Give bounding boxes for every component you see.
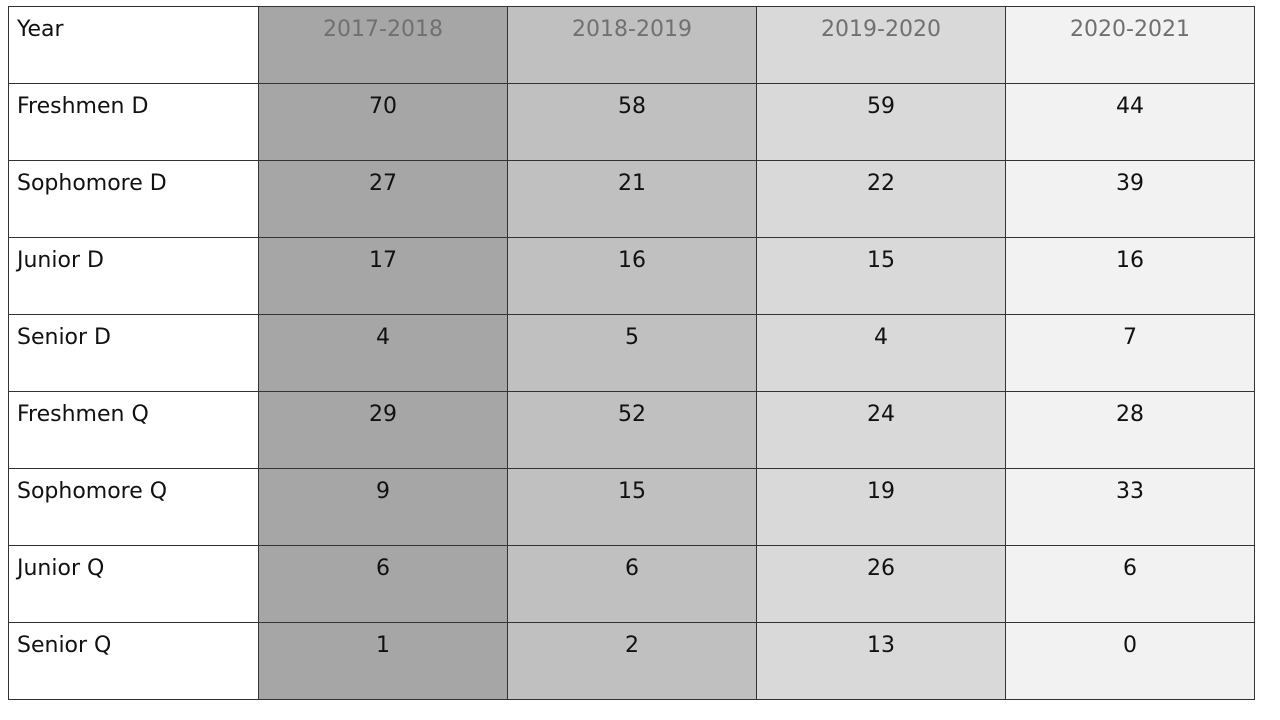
table-body: Year 2017-2018 2018-2019 2019-2020 2020-…: [8, 6, 1255, 700]
table-cell: 26: [756, 545, 1006, 623]
column-header: 2017-2018: [258, 6, 508, 84]
table-cell: 6: [1005, 545, 1255, 623]
table-cell: 7: [1005, 314, 1255, 392]
table-row: Junior Q 6 6 26 6: [8, 545, 1255, 623]
row-header-label: Year: [8, 6, 259, 84]
table-row: Senior Q 1 2 13 0: [8, 622, 1255, 700]
table-cell: 29: [258, 391, 508, 469]
row-label: Junior D: [8, 237, 259, 315]
table-cell: 0: [1005, 622, 1255, 700]
table-cell: 4: [756, 314, 1006, 392]
header-row: Year 2017-2018 2018-2019 2019-2020 2020-…: [8, 6, 1255, 84]
table-row: Sophomore D 27 21 22 39: [8, 160, 1255, 238]
table-cell: 33: [1005, 468, 1255, 546]
table-cell: 5: [507, 314, 757, 392]
table-cell: 24: [756, 391, 1006, 469]
column-header: 2018-2019: [507, 6, 757, 84]
table-cell: 52: [507, 391, 757, 469]
table-cell: 17: [258, 237, 508, 315]
table-cell: 15: [756, 237, 1006, 315]
table-cell: 16: [1005, 237, 1255, 315]
row-label: Senior Q: [8, 622, 259, 700]
table-cell: 28: [1005, 391, 1255, 469]
table-row: Sophomore Q 9 15 19 33: [8, 468, 1255, 546]
table-cell: 22: [756, 160, 1006, 238]
row-label: Freshmen Q: [8, 391, 259, 469]
table-cell: 15: [507, 468, 757, 546]
table-cell: 19: [756, 468, 1006, 546]
table-cell: 44: [1005, 83, 1255, 161]
row-label: Junior Q: [8, 545, 259, 623]
table-cell: 6: [258, 545, 508, 623]
table-cell: 4: [258, 314, 508, 392]
table-cell: 59: [756, 83, 1006, 161]
table-cell: 2: [507, 622, 757, 700]
table-row: Freshmen Q 29 52 24 28: [8, 391, 1255, 469]
table-row: Junior D 17 16 15 16: [8, 237, 1255, 315]
table-cell: 16: [507, 237, 757, 315]
table-row: Freshmen D 70 58 59 44: [8, 83, 1255, 161]
table-cell: 27: [258, 160, 508, 238]
column-header: 2019-2020: [756, 6, 1006, 84]
table-cell: 39: [1005, 160, 1255, 238]
table-cell: 13: [756, 622, 1006, 700]
row-label: Sophomore D: [8, 160, 259, 238]
table-cell: 1: [258, 622, 508, 700]
table-cell: 6: [507, 545, 757, 623]
row-label: Freshmen D: [8, 83, 259, 161]
row-label: Sophomore Q: [8, 468, 259, 546]
table-cell: 9: [258, 468, 508, 546]
column-header: 2020-2021: [1005, 6, 1255, 84]
table-cell: 21: [507, 160, 757, 238]
table-cell: 70: [258, 83, 508, 161]
data-table: Year 2017-2018 2018-2019 2019-2020 2020-…: [8, 6, 1255, 700]
table-cell: 58: [507, 83, 757, 161]
row-label: Senior D: [8, 314, 259, 392]
